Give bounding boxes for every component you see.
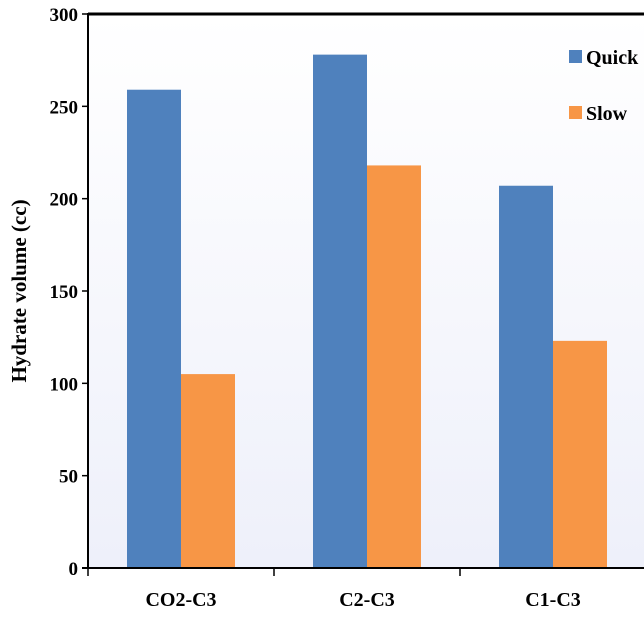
y-tick-label: 0 <box>69 559 79 580</box>
bar-slow-c2-c3 <box>367 165 421 568</box>
y-tick-label: 200 <box>50 190 79 211</box>
legend: Quick Slow <box>569 47 639 125</box>
legend-label-quick: Quick <box>586 47 639 69</box>
bars-group <box>127 54 607 569</box>
bar-quick-co2-c3 <box>127 89 181 569</box>
y-axis-label: Hydrate volume (cc) <box>7 199 31 382</box>
y-tick-label: 250 <box>50 97 79 118</box>
legend-swatch-quick <box>569 50 582 63</box>
x-tick-label: C1-C3 <box>525 589 581 611</box>
bar-quick-c2-c3 <box>313 54 367 569</box>
y-tick-label: 300 <box>50 5 79 26</box>
ticks-group: 0 50 100 150 200 250 300 CO2-C3 C2-C3 C1-C3 <box>50 5 581 611</box>
legend-swatch-slow <box>569 106 582 119</box>
y-tick-label: 50 <box>59 467 78 488</box>
y-tick-label: 100 <box>50 374 79 395</box>
bar-slow-co2-c3 <box>181 374 235 568</box>
legend-label-slow: Slow <box>586 103 628 125</box>
x-tick-label: C2-C3 <box>339 589 395 611</box>
y-tick-label: 150 <box>50 282 79 303</box>
x-tick-label: CO2-C3 <box>145 589 216 611</box>
bar-slow-c1-c3 <box>553 340 607 568</box>
bar-quick-c1-c3 <box>499 185 553 569</box>
